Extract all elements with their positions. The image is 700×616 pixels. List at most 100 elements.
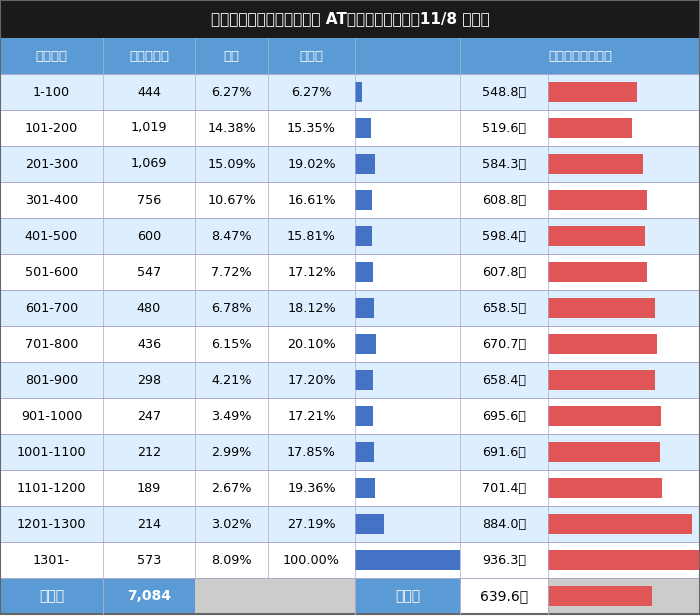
Text: 212: 212: [137, 445, 161, 458]
Text: 6.78%: 6.78%: [211, 301, 252, 315]
Bar: [548, 442, 660, 463]
Text: 4.21%: 4.21%: [211, 373, 252, 386]
Text: 601-700: 601-700: [25, 301, 78, 315]
Text: 607.8枚: 607.8枚: [482, 265, 526, 278]
Text: 801-900: 801-900: [25, 373, 78, 386]
Bar: [548, 153, 643, 174]
Text: 548.8枚: 548.8枚: [482, 86, 526, 99]
Bar: [355, 118, 371, 139]
Text: 444: 444: [137, 86, 161, 99]
Bar: [355, 298, 374, 318]
Bar: [355, 477, 375, 498]
Text: 201-300: 201-300: [25, 158, 78, 171]
Bar: [355, 514, 384, 535]
Text: 480: 480: [137, 301, 161, 315]
Text: 1301-: 1301-: [33, 554, 70, 567]
Bar: [355, 190, 372, 211]
Text: 初当たり期待枚数: 初当たり期待枚数: [548, 49, 612, 62]
Text: 14.38%: 14.38%: [207, 121, 256, 134]
Text: 691.6枚: 691.6枚: [482, 445, 526, 458]
Text: 【とある科学の超電磁砲】 AT間ゾーン実戦値（11/8 現在）: 【とある科学の超電磁砲】 AT間ゾーン実戦値（11/8 現在）: [211, 12, 489, 26]
Text: 17.12%: 17.12%: [287, 265, 336, 278]
Text: サンプル数: サンプル数: [129, 49, 169, 62]
Bar: [460, 578, 548, 614]
Text: 573: 573: [136, 554, 161, 567]
Text: 639.6枚: 639.6枚: [480, 589, 528, 603]
Text: 701-800: 701-800: [25, 338, 78, 351]
Text: 6.27%: 6.27%: [211, 86, 252, 99]
Bar: [0, 110, 700, 146]
Bar: [355, 225, 372, 246]
Text: 1001-1100: 1001-1100: [17, 445, 86, 458]
Bar: [0, 578, 700, 614]
Bar: [548, 118, 632, 139]
Text: 8.47%: 8.47%: [211, 230, 252, 243]
Text: 1,069: 1,069: [131, 158, 167, 171]
Bar: [548, 586, 652, 606]
Bar: [355, 262, 373, 283]
Text: 10.67%: 10.67%: [207, 193, 256, 206]
Bar: [548, 514, 692, 535]
Bar: [0, 578, 195, 614]
Text: 19.02%: 19.02%: [287, 158, 336, 171]
Text: 全合計: 全合計: [39, 589, 64, 603]
Bar: [355, 370, 373, 391]
Text: 600: 600: [137, 230, 161, 243]
Text: 17.20%: 17.20%: [287, 373, 336, 386]
Text: ゲーム数: ゲーム数: [36, 49, 67, 62]
Text: 3.49%: 3.49%: [211, 410, 252, 423]
Bar: [0, 290, 700, 326]
Text: 7.72%: 7.72%: [211, 265, 252, 278]
Text: 20.10%: 20.10%: [287, 338, 336, 351]
Text: 501-600: 501-600: [25, 265, 78, 278]
Bar: [0, 326, 700, 362]
Bar: [0, 542, 700, 578]
Text: 18.12%: 18.12%: [287, 301, 336, 315]
Text: 101-200: 101-200: [25, 121, 78, 134]
Text: 1,019: 1,019: [131, 121, 167, 134]
Bar: [0, 470, 700, 506]
Text: 17.85%: 17.85%: [287, 445, 336, 458]
Text: 401-500: 401-500: [25, 230, 78, 243]
Text: 当選率: 当選率: [300, 49, 323, 62]
Text: 584.3枚: 584.3枚: [482, 158, 526, 171]
Bar: [548, 81, 637, 102]
Bar: [548, 477, 662, 498]
Bar: [355, 333, 376, 354]
Bar: [0, 0, 700, 38]
Bar: [0, 398, 700, 434]
Bar: [548, 549, 700, 570]
Text: 17.21%: 17.21%: [287, 410, 336, 423]
Text: 27.19%: 27.19%: [287, 517, 336, 530]
Bar: [355, 81, 362, 102]
Text: 658.4枚: 658.4枚: [482, 373, 526, 386]
Text: 6.27%: 6.27%: [291, 86, 332, 99]
Text: 8.09%: 8.09%: [211, 554, 252, 567]
Text: 756: 756: [137, 193, 161, 206]
Text: 301-400: 301-400: [25, 193, 78, 206]
Text: 884.0枚: 884.0枚: [482, 517, 526, 530]
Text: 3.02%: 3.02%: [211, 517, 252, 530]
Text: 298: 298: [137, 373, 161, 386]
Text: 658.5枚: 658.5枚: [482, 301, 526, 315]
Text: 436: 436: [137, 338, 161, 351]
Text: 598.4枚: 598.4枚: [482, 230, 526, 243]
Text: 695.6枚: 695.6枚: [482, 410, 526, 423]
Text: 振分: 振分: [223, 49, 239, 62]
Text: 547: 547: [137, 265, 161, 278]
Text: 2.67%: 2.67%: [211, 482, 252, 495]
Bar: [355, 405, 373, 426]
Bar: [0, 362, 700, 398]
Bar: [548, 262, 647, 283]
Bar: [0, 74, 700, 110]
Bar: [0, 182, 700, 218]
Text: 全平均: 全平均: [395, 589, 420, 603]
Bar: [548, 370, 655, 391]
Bar: [0, 506, 700, 542]
Text: 1201-1300: 1201-1300: [17, 517, 86, 530]
Text: 19.36%: 19.36%: [287, 482, 336, 495]
Text: 189: 189: [137, 482, 161, 495]
Text: 16.61%: 16.61%: [287, 193, 336, 206]
Text: 670.7枚: 670.7枚: [482, 338, 526, 351]
Text: 1-100: 1-100: [33, 86, 70, 99]
